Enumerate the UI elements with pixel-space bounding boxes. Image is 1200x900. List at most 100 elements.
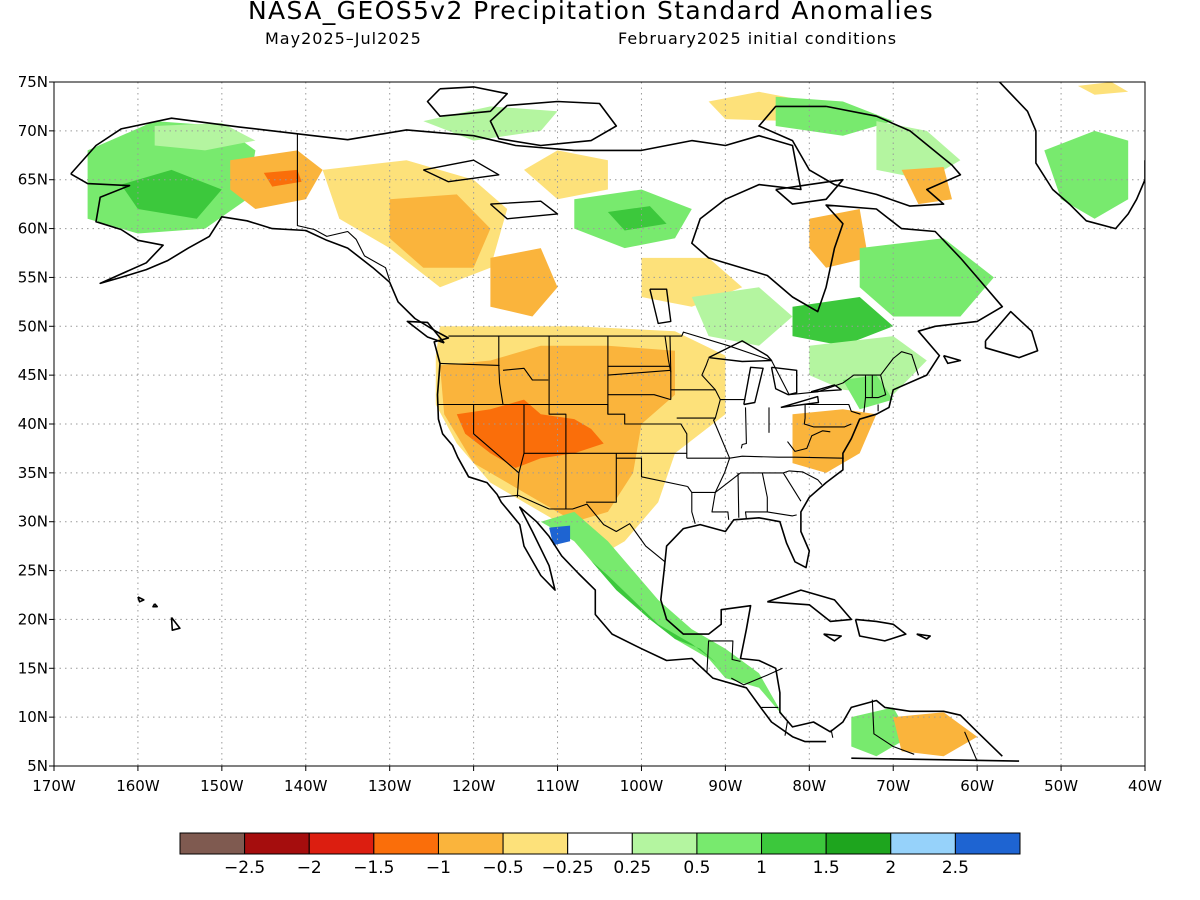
latitude-label: 65N [18,171,48,189]
coastline [851,757,1020,762]
border-line [669,336,672,400]
anomaly-region-dry-moderate [893,712,978,757]
border-line [805,403,861,415]
longitude-label: 70W [876,777,910,795]
coastline [854,618,907,642]
lake-shore [423,159,500,183]
colorbar-swatch [567,832,633,855]
coastline [70,117,1004,757]
colorbar-label: 1.5 [813,858,840,878]
anomaly-region-dry-weak [1077,82,1129,95]
lake-shore [780,395,820,409]
coastlines [70,82,1145,762]
colorbar-swatch [954,832,1021,855]
coastline [489,100,618,147]
border-line [691,492,696,524]
border-line [767,511,797,517]
colorbar-label: 2.5 [942,858,969,878]
coastline [426,86,509,117]
anomaly-region-wet-strong [121,169,222,219]
lake-shore [810,384,842,393]
colorbar-swatch [373,832,439,855]
latitude-label: 30N [18,513,48,531]
longitude-label: 110W [536,777,580,795]
anomaly-region-wet-extreme [549,525,571,546]
initial-conditions: February2025 initial conditions [618,29,898,48]
coastline [758,105,962,207]
anomaly-region-dry-moderate [792,409,877,473]
border-line [787,430,831,452]
border-line [586,453,617,503]
colorbar-label: −2.5 [224,858,265,878]
latitude-label: 25N [18,562,48,580]
longitude-label: 130W [368,777,412,795]
colorbar-swatch [696,832,763,855]
colorbar-label: −2 [297,858,322,878]
border-line [830,729,834,738]
colorbar-swatch [825,832,892,855]
longitude-label: 90W [708,777,742,795]
map-title: NASA_GEOS5v2 Precipitation Standard Anom… [247,0,935,25]
border-line [964,731,978,762]
latitude-label: 10N [18,708,48,726]
colorbar-label: −1 [426,858,451,878]
colorbar-swatch [244,832,310,855]
anomaly-region-wet-moderate [540,511,785,718]
political-borders [296,133,978,762]
border-line [439,362,500,366]
border-line [782,472,802,502]
colorbar-label: 0.25 [613,858,651,878]
colorbar-swatch [502,832,569,855]
anomaly-region-wet-moderate [1044,130,1129,219]
colorbar-swatch [437,832,504,855]
anomaly-region-wet-strong [792,297,894,346]
longitude-label: 120W [452,777,496,795]
latitude-label: 60N [18,220,48,238]
coastline [823,633,843,642]
border-line [607,369,671,376]
colorbar-swatch [631,832,698,855]
border-line [686,455,844,459]
border-line [803,404,852,428]
longitude-label: 60W [960,777,994,795]
coastline [170,617,181,632]
colorbar-swatch [890,832,956,855]
latitude-label: 75N [18,73,48,91]
border-line [498,336,504,405]
longitude-label: 80W [792,777,826,795]
coastline [942,354,962,365]
border-line [737,472,740,518]
longitude-axis: 170W 160W 150W 140W 130W 120W 110W 100W 90W 80W 70… [32,766,1162,795]
border-line [473,404,520,474]
coastline [406,320,445,344]
colorbar-swatch [179,832,246,855]
border-line [296,133,391,281]
border-line [664,336,672,373]
border-line [871,699,915,755]
border-line [502,367,549,381]
anomaly-region-wet-weak [154,123,256,151]
border-line [448,331,919,396]
lake-shore [743,366,764,406]
latitude-label: 50N [18,317,48,335]
anomaly-region-dry-weak [524,150,608,200]
border-line [740,407,747,449]
colorbar-label: 2 [885,858,896,878]
longitude-label: 40W [1128,777,1162,795]
border-line [516,404,525,498]
coastline [767,589,853,623]
anomaly-region-wet-strong [607,206,667,231]
anomaly-region-dry-moderate [490,248,558,317]
longitude-label: 140W [284,777,328,795]
longitude-label: 150W [200,777,244,795]
colorbar-swatch [308,832,375,855]
coastline [152,603,158,608]
colorbar-label: 0.5 [683,858,710,878]
anomaly-region-wet-weak [691,287,793,346]
latitude-label: 15N [18,659,48,677]
longitude-label: 100W [620,777,664,795]
border-line [701,358,731,520]
latitude-label: 20N [18,610,48,628]
border-line [865,374,887,399]
